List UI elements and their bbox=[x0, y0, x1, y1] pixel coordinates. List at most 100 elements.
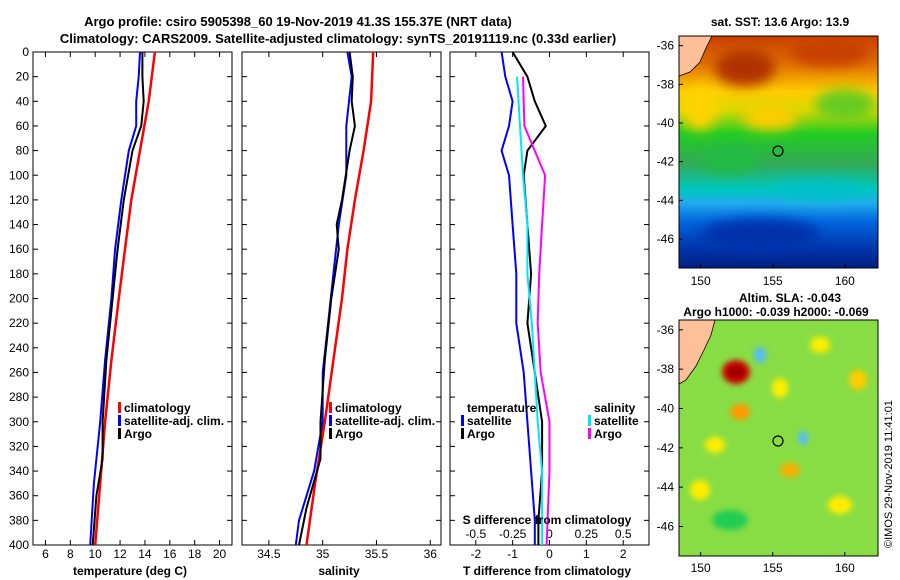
map-lat-tick-label: -40 bbox=[657, 116, 675, 130]
salinity-axes-frame bbox=[241, 51, 442, 546]
map-lon-tick-label: 160 bbox=[835, 561, 855, 575]
map-lat-tick-label: -42 bbox=[657, 155, 675, 169]
y-tick-label: 200 bbox=[9, 292, 29, 306]
map-lat-tick-label: -38 bbox=[657, 362, 675, 376]
legend-swatch-s-satellite bbox=[588, 415, 591, 426]
x-tick-label: 20 bbox=[213, 547, 227, 561]
x-tick-label: 6 bbox=[42, 547, 49, 561]
sla-map-frame bbox=[678, 319, 879, 557]
map-lon-tick-label: 160 bbox=[835, 274, 855, 288]
s-x-tick-label: 0 bbox=[546, 527, 553, 541]
x-tick-label: 35.5 bbox=[365, 547, 389, 561]
x-tick-label: 2 bbox=[620, 547, 627, 561]
x-tick-label: 16 bbox=[163, 547, 177, 561]
series-line-satellite-adj-clim- bbox=[89, 51, 141, 546]
sla-map-lon-ticks: 150 155 160 bbox=[691, 552, 855, 575]
series-line-s-satellite bbox=[516, 76, 544, 545]
legend-swatch-t-satellite bbox=[461, 415, 464, 426]
y-tick-label: 300 bbox=[9, 415, 29, 429]
legend-s-satellite: satellite bbox=[594, 414, 639, 428]
salinity-x-label: salinity bbox=[318, 564, 360, 578]
x-tick-label: 1 bbox=[583, 547, 590, 561]
legend-climatology: climatology bbox=[124, 401, 191, 415]
s-difference-x-tick-labels: -0.5 -0.25 0 0.25 0.5 bbox=[465, 527, 631, 541]
x-tick-label: 34.5 bbox=[257, 547, 281, 561]
map-lat-tick-label: -38 bbox=[657, 77, 675, 91]
sla-map-title: Altim. SLA: -0.043 bbox=[739, 291, 841, 305]
legend-swatch-climatology bbox=[329, 402, 332, 413]
map-lat-tick-label: -44 bbox=[657, 193, 675, 207]
argo-location-marker bbox=[772, 435, 784, 447]
y-tick-label: 340 bbox=[9, 464, 29, 478]
series-line-argo bbox=[91, 52, 145, 546]
legend-satellite-adj: satellite-adj. clim. bbox=[335, 414, 435, 428]
legend-swatch-satellite bbox=[329, 415, 332, 426]
sst-map-image bbox=[679, 36, 878, 268]
legend-satellite-adj: satellite-adj. clim. bbox=[124, 414, 224, 428]
map-lat-tick-label: -46 bbox=[657, 232, 675, 246]
y-tick-label: 20 bbox=[16, 70, 30, 84]
t-difference-x-label: T difference from climatology bbox=[463, 564, 631, 578]
y-tick-label: 180 bbox=[9, 267, 29, 281]
temperature-series bbox=[89, 51, 157, 546]
sst-map-lon-ticks: 150 155 160 bbox=[691, 264, 855, 288]
legend-s-argo: Argo bbox=[594, 427, 622, 441]
x-tick-label: -2 bbox=[470, 547, 481, 561]
y-tick-label: 160 bbox=[9, 242, 29, 256]
sla-map-subtitle: Argo h1000: -0.039 h2000: -0.069 bbox=[683, 305, 869, 319]
map-lat-tick-label: -36 bbox=[657, 323, 675, 337]
temperature-x-tick-labels: 6 8 10 12 14 16 18 20 bbox=[42, 52, 227, 561]
legend-swatch-satellite bbox=[118, 415, 121, 426]
temperature-axes-frame bbox=[32, 51, 233, 546]
legend-swatch-argo bbox=[329, 428, 332, 439]
y-tick-label: 360 bbox=[9, 489, 29, 503]
map-lat-tick-label: -40 bbox=[657, 402, 675, 416]
sst-map-frame bbox=[678, 35, 879, 269]
legend-t-satellite: satellite bbox=[467, 414, 512, 428]
depth-tick-labels: 0 20 40 60 80 100 120 140 160 180 200 220 240 260 280 3… bbox=[9, 45, 29, 552]
legend-salinity-title: salinity bbox=[594, 401, 636, 415]
y-tick-label: 60 bbox=[16, 119, 30, 133]
salinity-panel: 34.5 35 35.5 36 salinity climatology satell… bbox=[241, 51, 442, 578]
series-line-argo bbox=[298, 51, 356, 546]
series-line-climatology bbox=[93, 51, 157, 546]
x-tick-label: 10 bbox=[89, 547, 103, 561]
y-tick-label: 140 bbox=[9, 218, 29, 232]
chart-title-line1: Argo profile: csiro 5905398_60 19-Nov-20… bbox=[84, 14, 512, 29]
legend-temperature-title: temperature bbox=[467, 401, 537, 415]
copyright-label: ©IMOS 29-Nov-2019 11:41:01 bbox=[883, 400, 895, 548]
salinity-legend: climatology satellite-adj. clim. Argo bbox=[329, 401, 435, 441]
sst-map-title: sat. SST: 13.6 Argo: 13.9 bbox=[711, 15, 850, 29]
series-line-t-satellite bbox=[500, 51, 536, 545]
temperature-panel: 0204060801001201401601802002202402602803… bbox=[9, 45, 649, 578]
map-lat-tick-label: -44 bbox=[657, 480, 675, 494]
series-line-satellite-adj-clim- bbox=[294, 51, 353, 546]
x-tick-label: 0 bbox=[546, 547, 553, 561]
y-tick-label: 280 bbox=[9, 390, 29, 404]
y-tick-label: 240 bbox=[9, 341, 29, 355]
temperature-legend: climatology satellite-adj. clim. Argo bbox=[118, 401, 224, 441]
salinity-series bbox=[294, 51, 375, 546]
s-x-tick-label: 0.25 bbox=[575, 527, 599, 541]
map-lon-tick-label: 155 bbox=[763, 561, 783, 575]
x-tick-label: 36 bbox=[424, 547, 438, 561]
series-line-s-argo bbox=[522, 76, 551, 546]
s-x-tick-label: -0.25 bbox=[499, 527, 527, 541]
y-tick-label: 400 bbox=[9, 538, 29, 552]
y-tick-label: 100 bbox=[9, 168, 29, 182]
sst-map-lat-ticks: -36 -38 -40 -42 -44 -46 bbox=[657, 39, 683, 246]
sla-map-lat-ticks: -36 -38 -40 -42 -44 -46 bbox=[657, 323, 683, 534]
map-lat-tick-label: -36 bbox=[657, 39, 675, 53]
y-tick-label: 380 bbox=[9, 513, 29, 527]
map-lat-tick-label: -42 bbox=[657, 441, 675, 455]
legend-swatch-climatology bbox=[118, 402, 121, 413]
map-lon-tick-label: 150 bbox=[691, 274, 711, 288]
x-tick-label: 18 bbox=[188, 547, 202, 561]
x-tick-label: 35 bbox=[316, 547, 330, 561]
salinity-x-tick-labels: 34.5 35 35.5 36 bbox=[257, 52, 437, 561]
y-tick-label: 320 bbox=[9, 439, 29, 453]
map-lon-tick-label: 155 bbox=[763, 274, 783, 288]
x-tick-label: 8 bbox=[67, 547, 74, 561]
legend-t-argo: Argo bbox=[467, 427, 495, 441]
